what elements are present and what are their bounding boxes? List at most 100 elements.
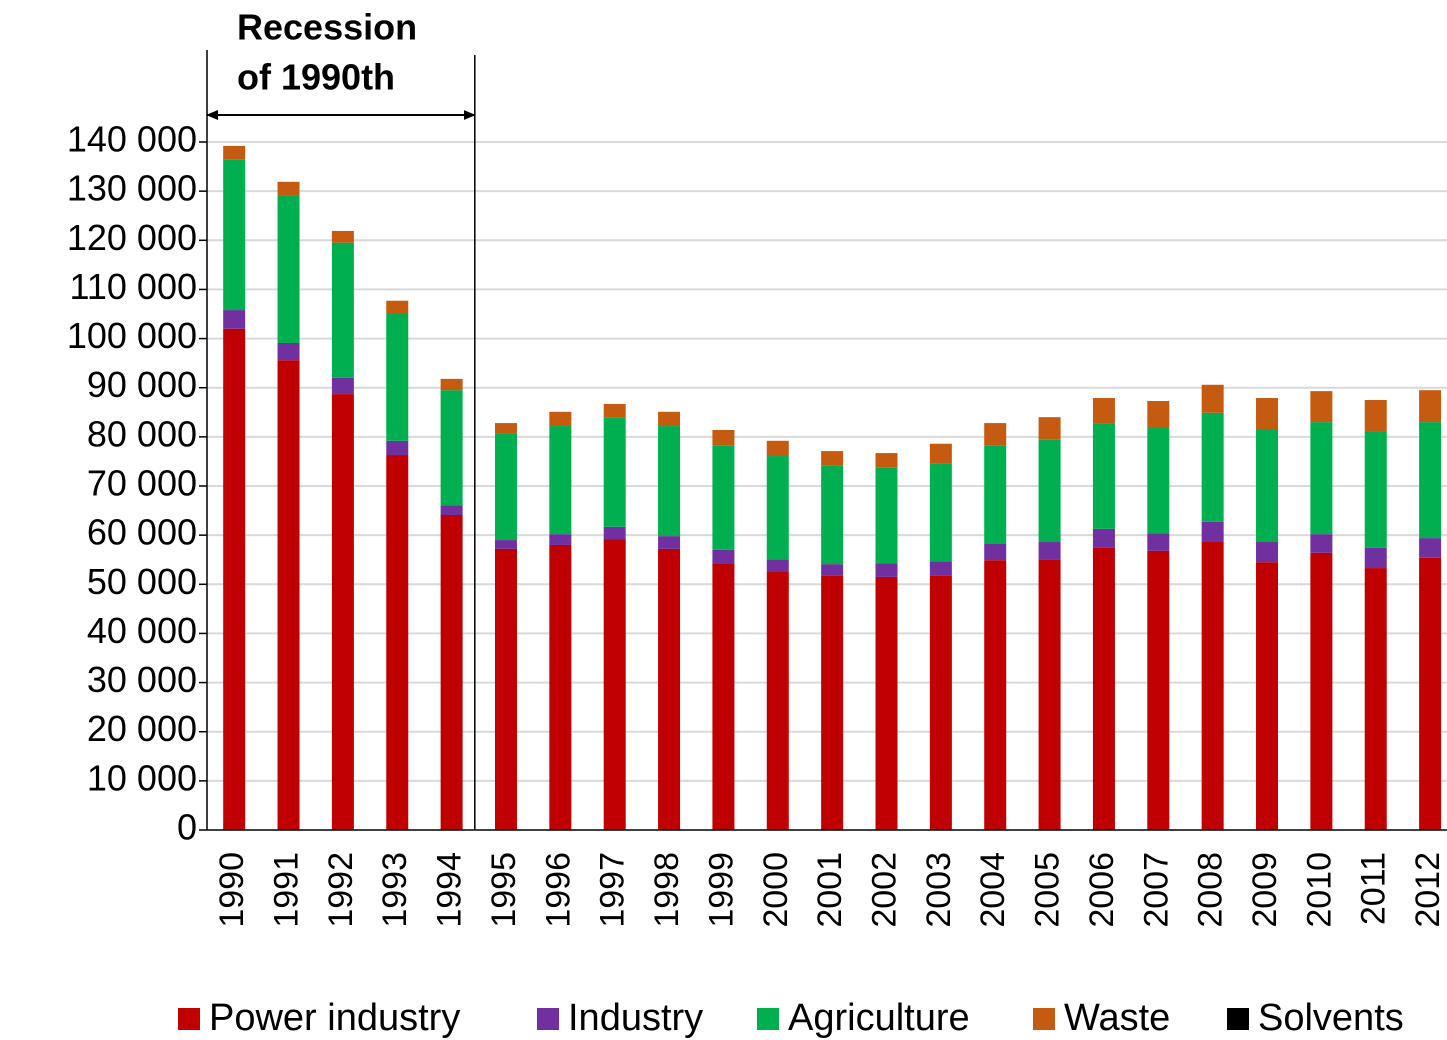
y-tick-label: 60 000 bbox=[87, 512, 197, 553]
y-tick-label: 70 000 bbox=[87, 463, 197, 504]
bar-segment bbox=[984, 543, 1007, 561]
bar-segment bbox=[386, 455, 409, 830]
x-tick-label: 2000 bbox=[757, 852, 795, 928]
y-tick-label: 140 000 bbox=[67, 119, 197, 160]
bar-segment bbox=[1038, 439, 1061, 543]
y-tick-label: 0 bbox=[177, 807, 197, 848]
bar-segment bbox=[440, 514, 463, 830]
bar-segment bbox=[875, 576, 898, 830]
x-tick-label: 2012 bbox=[1409, 852, 1447, 928]
bar-segment bbox=[1256, 428, 1279, 543]
bar-segment bbox=[1092, 398, 1115, 424]
bar-segment bbox=[1419, 422, 1442, 539]
bar-segment bbox=[1364, 568, 1387, 830]
bar-segment bbox=[223, 328, 246, 830]
bar-segment bbox=[1092, 423, 1115, 529]
y-tick-label: 110 000 bbox=[70, 266, 197, 307]
bar-segment bbox=[603, 403, 626, 418]
x-tick-label: 1998 bbox=[648, 852, 686, 928]
bar-segment bbox=[1419, 390, 1442, 423]
y-tick-label: 130 000 bbox=[67, 168, 197, 209]
bar-segment bbox=[603, 417, 626, 527]
bar-segment bbox=[984, 560, 1007, 830]
bar-segment bbox=[223, 310, 246, 329]
bar-segment bbox=[766, 559, 789, 572]
bar-segment bbox=[331, 242, 354, 378]
bar-segment bbox=[494, 433, 517, 541]
bar-segment bbox=[1419, 538, 1442, 558]
x-tick-label: 2009 bbox=[1246, 852, 1284, 928]
bar-segment bbox=[984, 423, 1007, 446]
bar-segment bbox=[331, 377, 354, 395]
legend-swatch bbox=[1227, 1008, 1249, 1030]
bar-segment bbox=[821, 564, 844, 576]
bar-segment bbox=[549, 544, 572, 830]
bar-segment bbox=[712, 429, 735, 446]
bar-segment bbox=[821, 451, 844, 466]
bar-segment bbox=[1038, 542, 1061, 560]
x-tick-label: 2007 bbox=[1137, 852, 1175, 928]
bar-segment bbox=[1256, 562, 1279, 830]
x-tick-label: 2010 bbox=[1300, 852, 1338, 928]
legend-swatch bbox=[537, 1008, 559, 1030]
bar-segment bbox=[1147, 533, 1170, 551]
x-tick-label: 1992 bbox=[322, 852, 360, 928]
bar-segment bbox=[984, 445, 1007, 544]
bar-segment bbox=[386, 300, 409, 314]
bar-segment bbox=[549, 534, 572, 545]
y-tick-label: 80 000 bbox=[87, 413, 197, 454]
y-tick-label: 30 000 bbox=[87, 659, 197, 700]
bar-segment bbox=[494, 540, 517, 549]
bar-segment bbox=[277, 181, 300, 196]
legend-label: Agriculture bbox=[788, 997, 970, 1039]
x-tick-label: 2004 bbox=[974, 852, 1012, 928]
bar-segment bbox=[1147, 428, 1170, 534]
bar-segment bbox=[386, 314, 409, 441]
bar-segment bbox=[658, 536, 681, 549]
x-tick-label: 2011 bbox=[1355, 852, 1393, 925]
x-tick-label: 1999 bbox=[702, 852, 740, 928]
bar-segment bbox=[1364, 547, 1387, 569]
bar-segment bbox=[277, 360, 300, 830]
bar-segment bbox=[929, 561, 952, 576]
bar-segment bbox=[929, 463, 952, 562]
bar-segment bbox=[549, 411, 572, 427]
bar-segment bbox=[494, 548, 517, 830]
legend-swatch bbox=[757, 1008, 779, 1030]
x-tick-label: 2008 bbox=[1192, 852, 1230, 928]
y-tick-label: 50 000 bbox=[87, 561, 197, 602]
bar-segment bbox=[1038, 417, 1061, 440]
bar-segment bbox=[658, 426, 681, 537]
y-tick-label: 120 000 bbox=[67, 217, 197, 258]
bar-segment bbox=[929, 443, 952, 464]
bar-segment bbox=[766, 572, 789, 830]
y-tick-label: 100 000 bbox=[67, 315, 197, 356]
bar-segment bbox=[386, 440, 409, 456]
x-tick-label: 1993 bbox=[376, 852, 414, 928]
y-tick-label: 40 000 bbox=[87, 610, 197, 651]
bar-segment bbox=[1364, 431, 1387, 548]
legend-label: Solvents bbox=[1258, 997, 1404, 1039]
bar-segment bbox=[1201, 412, 1224, 522]
bar-segment bbox=[331, 394, 354, 830]
bar-segment bbox=[1147, 550, 1170, 830]
bar-segment bbox=[1364, 400, 1387, 432]
bar-segment bbox=[1201, 384, 1224, 413]
bar-segment bbox=[223, 159, 246, 311]
bar-segment bbox=[1419, 557, 1442, 830]
x-tick-label: 2005 bbox=[1029, 852, 1067, 928]
annotation: of 1990th bbox=[237, 57, 395, 98]
bar-segment bbox=[223, 145, 246, 160]
bar-segment bbox=[658, 548, 681, 830]
bar-segment bbox=[1256, 398, 1279, 429]
bar-segment bbox=[1092, 528, 1115, 548]
annotation: Recession bbox=[237, 7, 417, 48]
y-tick-label: 90 000 bbox=[87, 364, 197, 405]
y-tick-label: 10 000 bbox=[87, 757, 197, 798]
bar-segment bbox=[1310, 391, 1333, 423]
legend-label: Waste bbox=[1064, 997, 1170, 1039]
x-tick-label: 1994 bbox=[431, 852, 469, 928]
x-tick-label: 2006 bbox=[1083, 852, 1121, 928]
bar-segment bbox=[440, 378, 463, 391]
